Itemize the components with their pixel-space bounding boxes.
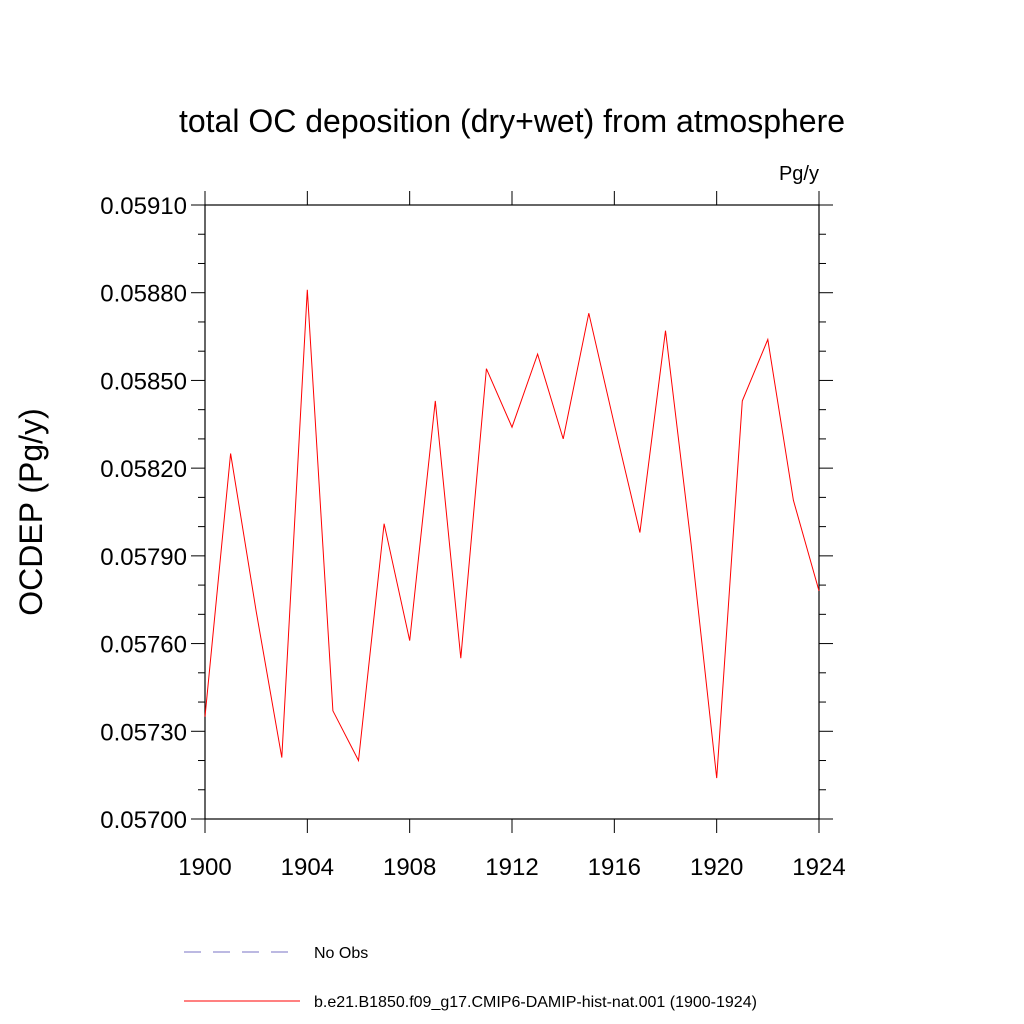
x-tick-label: 1904 (281, 854, 334, 881)
x-tick-label: 1900 (178, 854, 231, 881)
y-tick-label: 0.05850 (100, 368, 187, 395)
legend-label: No Obs (314, 945, 368, 962)
x-axis-ticks: 1900 1904 1908 1912 1916 1920 1924 (178, 191, 846, 881)
y-tick-label: 0.05880 (100, 281, 187, 308)
x-tick-label: 1912 (485, 854, 538, 881)
legend-label: b.e21.B1850.f09_g17.CMIP6-DAMIP-hist-nat… (314, 994, 757, 1011)
x-tick-label: 1908 (383, 854, 436, 881)
series-line (204, 289, 820, 779)
y-axis-ticks: 0.05700 0.05730 0.05760 0.05790 0.05820 0.058… (100, 193, 833, 834)
plot-frame (204, 204, 820, 820)
y-tick-label: 0.05820 (100, 456, 187, 483)
chart-title: total OC deposition (dry+wet) from atmos… (179, 103, 845, 139)
plot-border (204, 204, 820, 820)
units-label: Pg/y (779, 163, 819, 185)
x-tick-label: 1920 (690, 854, 743, 881)
x-tick-label: 1916 (588, 854, 641, 881)
y-tick-label: 0.05730 (100, 719, 187, 746)
legend: No Obs b.e21.B1850.f09_g17.CMIP6-DAMIP-hi… (184, 945, 757, 1011)
x-tick-label: 1924 (792, 854, 845, 881)
series-layer (204, 289, 820, 779)
y-tick-label: 0.05910 (100, 193, 187, 220)
y-tick-label: 0.05760 (100, 632, 187, 659)
y-tick-label: 0.05700 (100, 807, 187, 834)
y-tick-label: 0.05790 (100, 544, 187, 571)
y-axis-label: OCDEP (Pg/y) (13, 408, 49, 615)
